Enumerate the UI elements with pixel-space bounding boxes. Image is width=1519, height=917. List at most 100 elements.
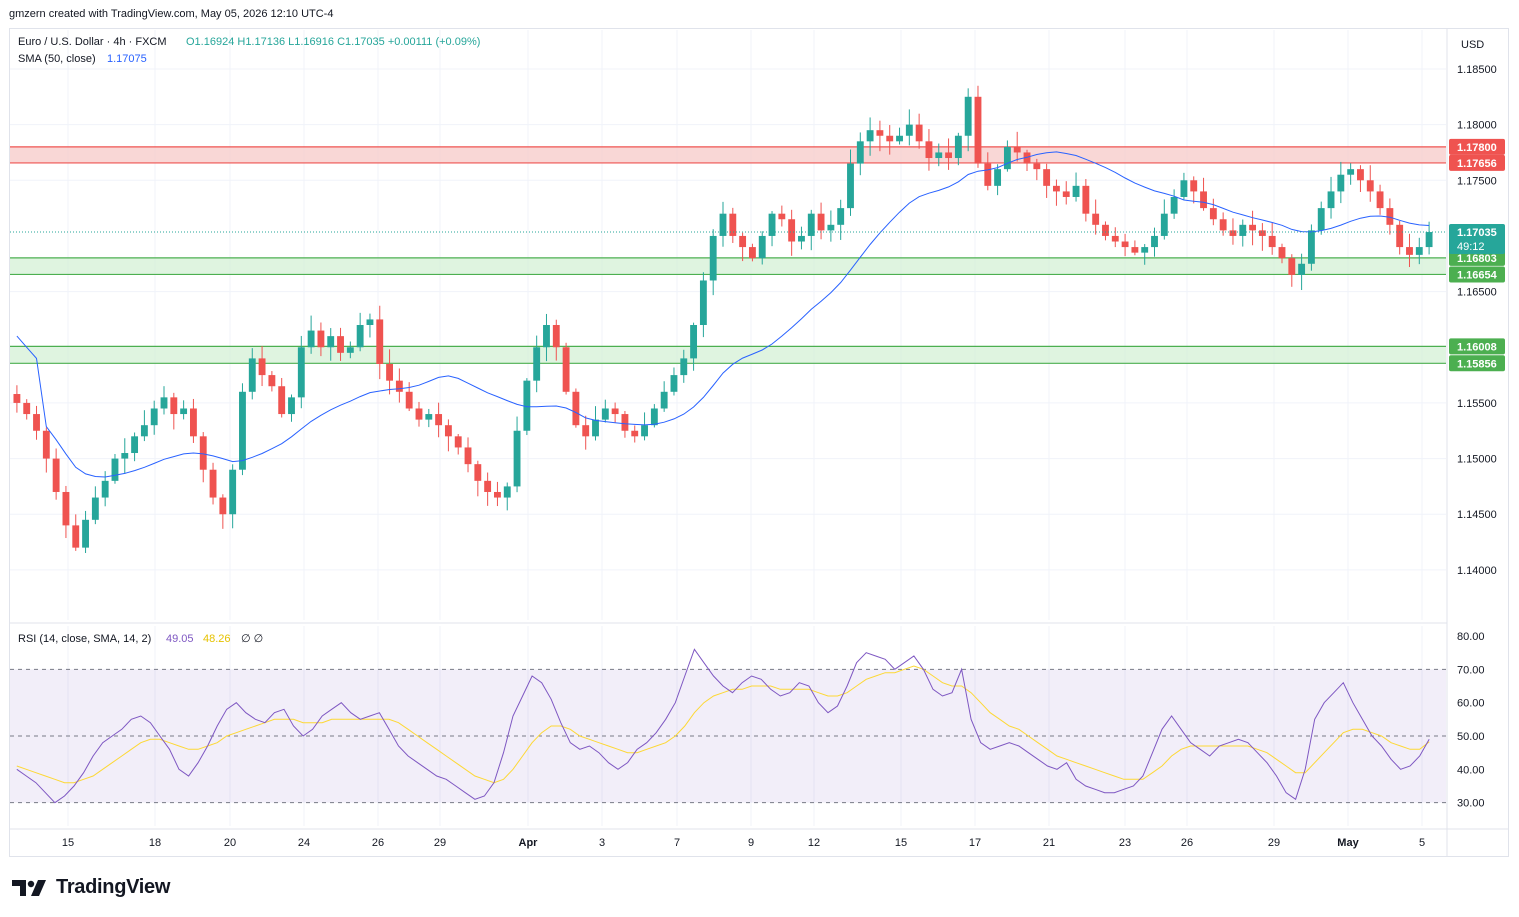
time-axis[interactable]: 15 18 20 24 26 29 Apr 3 7 9 12 15 17 21 23 26 29 May 5 bbox=[62, 837, 1425, 849]
candle-body[interactable] bbox=[954, 135, 962, 159]
candle-body[interactable] bbox=[239, 391, 246, 470]
candle-body[interactable] bbox=[1082, 185, 1090, 214]
currency-label[interactable]: USD bbox=[1461, 39, 1484, 51]
candle-body[interactable] bbox=[1298, 263, 1306, 275]
candle-body[interactable] bbox=[82, 519, 89, 548]
candle-body[interactable] bbox=[1249, 224, 1257, 231]
candle-body[interactable] bbox=[1357, 169, 1364, 181]
candle-body[interactable] bbox=[1190, 180, 1198, 192]
candle-body[interactable] bbox=[611, 408, 619, 415]
candle-body[interactable] bbox=[680, 358, 688, 376]
candle-body[interactable] bbox=[1219, 219, 1227, 231]
candle-body[interactable] bbox=[1317, 208, 1325, 231]
price-axis[interactable]: 1.18500 1.18000 1.17500 1.16500 1.15500 1.150… bbox=[1449, 64, 1505, 577]
candle-body[interactable] bbox=[327, 336, 335, 348]
resistance-zone[interactable] bbox=[10, 146, 1446, 163]
candle-body[interactable] bbox=[91, 497, 99, 520]
candle-body[interactable] bbox=[297, 347, 305, 398]
candle-body[interactable] bbox=[160, 397, 168, 409]
candle-body[interactable] bbox=[52, 458, 60, 492]
candle-body[interactable] bbox=[1209, 208, 1217, 220]
candle-body[interactable] bbox=[1268, 235, 1276, 248]
candle-body[interactable] bbox=[817, 213, 825, 231]
candle-body[interactable] bbox=[1160, 213, 1168, 236]
candle-body[interactable] bbox=[562, 347, 570, 392]
candle-body[interactable] bbox=[62, 491, 70, 526]
candle-body[interactable] bbox=[1425, 232, 1433, 248]
candle-body[interactable] bbox=[886, 135, 894, 142]
candle-body[interactable] bbox=[454, 436, 462, 448]
candle-body[interactable] bbox=[503, 486, 511, 498]
candle-body[interactable] bbox=[386, 363, 393, 381]
candle-body[interactable] bbox=[994, 169, 1002, 186]
candle-body[interactable] bbox=[435, 414, 443, 426]
candle-body[interactable] bbox=[925, 141, 933, 159]
candle-body[interactable] bbox=[807, 213, 815, 236]
candle-body[interactable] bbox=[268, 375, 276, 387]
candle-body[interactable] bbox=[699, 280, 707, 325]
candle-body[interactable] bbox=[660, 391, 668, 409]
candle-body[interactable] bbox=[494, 491, 501, 498]
candle-body[interactable] bbox=[1151, 235, 1158, 248]
candle-body[interactable] bbox=[847, 163, 854, 209]
candle-body[interactable] bbox=[229, 469, 237, 515]
candle-body[interactable] bbox=[1258, 230, 1266, 236]
candle-body[interactable] bbox=[1180, 180, 1188, 197]
candle-body[interactable] bbox=[513, 430, 521, 487]
candle-body[interactable] bbox=[278, 386, 286, 415]
candle-body[interactable] bbox=[101, 480, 109, 498]
candle-body[interactable] bbox=[1406, 247, 1413, 255]
candle-body[interactable] bbox=[1366, 180, 1374, 192]
candle-body[interactable] bbox=[1229, 230, 1237, 236]
candle-body[interactable] bbox=[346, 347, 354, 353]
candle-body[interactable] bbox=[1307, 230, 1315, 264]
candle-body[interactable] bbox=[366, 319, 374, 325]
candle-body[interactable] bbox=[876, 130, 884, 136]
candle-body[interactable] bbox=[1278, 247, 1286, 259]
candle-body[interactable] bbox=[837, 208, 845, 225]
candle-body[interactable] bbox=[415, 408, 423, 420]
candle-body[interactable] bbox=[1043, 169, 1051, 186]
candle-body[interactable] bbox=[866, 130, 874, 142]
tradingview-logo[interactable]: TradingView bbox=[12, 876, 170, 899]
candle-body[interactable] bbox=[1239, 224, 1247, 236]
candle-body[interactable] bbox=[42, 430, 50, 459]
candle-body[interactable] bbox=[1200, 191, 1207, 209]
candle-body[interactable] bbox=[905, 124, 913, 136]
rsi-legend-label[interactable]: RSI (14, close, SMA, 14, 2) bbox=[18, 633, 151, 645]
candle-body[interactable] bbox=[631, 430, 639, 437]
candle-body[interactable] bbox=[405, 391, 413, 409]
candle-body[interactable] bbox=[729, 213, 737, 236]
candle-body[interactable] bbox=[111, 458, 119, 481]
candle-body[interactable] bbox=[641, 425, 648, 437]
candle-body[interactable] bbox=[650, 408, 658, 426]
candle-body[interactable] bbox=[1121, 241, 1129, 248]
candle-body[interactable] bbox=[484, 480, 492, 492]
candle-body[interactable] bbox=[915, 124, 923, 142]
candle-body[interactable] bbox=[1111, 235, 1119, 242]
candle-body[interactable] bbox=[621, 414, 629, 431]
candle-body[interactable] bbox=[768, 213, 776, 236]
candle-body[interactable] bbox=[13, 394, 21, 403]
rsi-axis[interactable]: 80.00 70.00 60.00 50.00 40.00 30.00 bbox=[1457, 631, 1485, 810]
candle-body[interactable] bbox=[33, 414, 40, 431]
sma-legend-label[interactable]: SMA (50, close) bbox=[18, 53, 96, 65]
candle-body[interactable] bbox=[543, 325, 550, 348]
candle-body[interactable] bbox=[945, 152, 952, 159]
candle-body[interactable] bbox=[1415, 247, 1423, 255]
candle-body[interactable] bbox=[856, 141, 864, 164]
symbol-label[interactable]: Euro / U.S. Dollar · 4h · FXCM bbox=[18, 36, 167, 48]
candle-body[interactable] bbox=[209, 469, 217, 498]
candle-body[interactable] bbox=[131, 436, 139, 454]
candle-body[interactable] bbox=[258, 358, 266, 376]
candle-body[interactable] bbox=[964, 96, 972, 136]
candle-body[interactable] bbox=[974, 96, 982, 164]
candle-body[interactable] bbox=[1053, 185, 1060, 192]
candle-body[interactable] bbox=[582, 425, 590, 437]
candle-body[interactable] bbox=[1386, 208, 1394, 225]
candle-body[interactable] bbox=[572, 391, 580, 426]
candle-body[interactable] bbox=[601, 408, 609, 420]
candle-body[interactable] bbox=[533, 347, 541, 381]
candle-body[interactable] bbox=[189, 408, 197, 437]
